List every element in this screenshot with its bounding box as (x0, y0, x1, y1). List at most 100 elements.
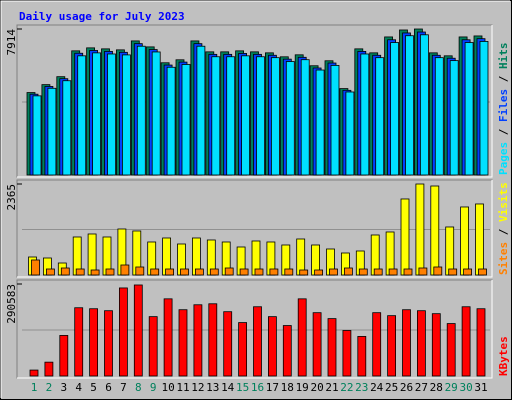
bar (253, 306, 262, 377)
bar (343, 267, 353, 276)
bar (284, 268, 294, 276)
bar (209, 268, 219, 276)
legend: Pages / Files / Hits (497, 43, 510, 176)
bar (256, 56, 265, 176)
bar (314, 269, 324, 276)
bar (46, 268, 55, 276)
bar (282, 325, 292, 377)
bar (360, 53, 370, 176)
bar (239, 268, 249, 276)
bar (87, 233, 97, 276)
bar (89, 308, 98, 377)
x-tick-label: 8 (135, 381, 142, 394)
bar (224, 267, 234, 276)
bar (151, 51, 161, 176)
y-tick-label: 7914 (5, 29, 18, 56)
bar (388, 268, 398, 276)
bar (330, 65, 340, 176)
bar (418, 267, 428, 276)
panel-bevel (17, 180, 493, 278)
x-tick-label: 16 (251, 381, 264, 394)
y-tick-label: 290583 (5, 284, 18, 324)
bar (59, 335, 69, 377)
x-tick-label: 13 (206, 381, 219, 394)
bar (267, 316, 277, 377)
bar (445, 226, 455, 276)
x-tick-label: 28 (430, 381, 443, 394)
bar (431, 313, 441, 377)
bar (44, 361, 54, 377)
legend-separator: / (497, 69, 510, 89)
bar (208, 303, 218, 377)
bar (150, 268, 160, 276)
bar (449, 60, 459, 176)
x-tick-label: 14 (221, 381, 235, 394)
bar (357, 336, 367, 377)
x-tick-label: 26 (400, 381, 413, 394)
bar (254, 268, 264, 276)
legend-entry: Hits (497, 43, 510, 70)
x-tick-label: 7 (120, 381, 127, 394)
legend-entry: KBytes (497, 336, 510, 376)
x-tick-label: 17 (266, 381, 279, 394)
bar (385, 231, 395, 276)
bar (105, 268, 115, 276)
bar (372, 312, 382, 377)
bar (342, 330, 352, 377)
bar (181, 64, 191, 176)
bar (478, 268, 487, 276)
bar (47, 87, 57, 176)
bar (178, 309, 188, 377)
bar (315, 69, 325, 176)
bar (122, 54, 131, 176)
bar (446, 323, 456, 377)
x-tick-label: 25 (385, 381, 398, 394)
legend: KBytes (497, 336, 510, 376)
bar (430, 185, 440, 276)
bar (90, 269, 100, 276)
legend-entry: Visits (497, 182, 510, 222)
bar (135, 266, 145, 276)
bar (148, 316, 158, 377)
bar (419, 34, 429, 176)
x-tick-label: 15 (236, 381, 249, 394)
x-tick-label: 1 (31, 381, 38, 394)
x-tick-label: 2 (46, 381, 53, 394)
legend-entry: Sites (497, 242, 510, 275)
x-tick-label: 23 (355, 381, 368, 394)
bar (297, 298, 307, 377)
bar (434, 57, 444, 176)
x-tick-label: 3 (60, 381, 67, 394)
chart-title: Daily usage for July 2023 (19, 10, 185, 23)
x-tick-label: 4 (75, 381, 82, 394)
bar (31, 259, 40, 276)
bar (194, 268, 204, 276)
bar (60, 267, 70, 276)
legend-entry: Pages (497, 142, 510, 175)
x-tick-label: 30 (459, 381, 472, 394)
bar (166, 66, 176, 176)
bar (358, 268, 368, 276)
bar (77, 55, 87, 176)
x-tick-label: 12 (191, 381, 204, 394)
bar (448, 268, 458, 276)
bar (92, 52, 101, 176)
bar (104, 310, 113, 377)
bar (433, 266, 443, 276)
bar (119, 287, 128, 377)
y-tick-label: 2365 (5, 184, 18, 211)
panel-bevel (17, 25, 493, 178)
bar (464, 42, 474, 176)
bar (405, 35, 414, 176)
bar (223, 311, 233, 377)
bar (74, 307, 84, 377)
x-tick-label: 20 (310, 381, 323, 394)
bar (312, 312, 322, 377)
legend-entry: Files (497, 89, 510, 122)
bar (32, 95, 42, 176)
bar (402, 309, 411, 377)
bar (226, 56, 236, 176)
x-tick-label: 24 (370, 381, 384, 394)
x-tick-label: 22 (340, 381, 353, 394)
